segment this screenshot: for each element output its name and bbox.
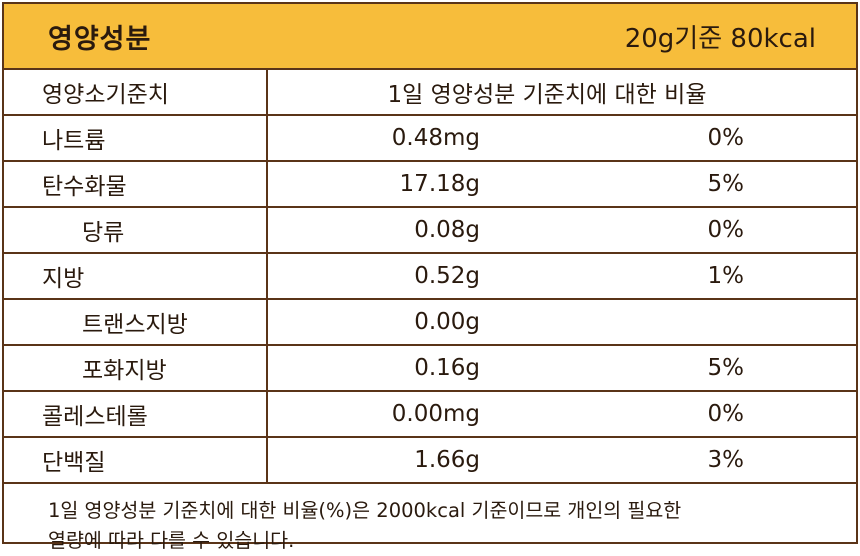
nutrient-amount: 0.52g	[414, 263, 480, 289]
nutrient-amount: 0.00g	[414, 309, 480, 335]
footnote: 1일 영양성분 기준치에 대한 비율(%)은 2000kcal 기준이므로 개인…	[4, 484, 856, 556]
table-row-sodium: 나트륨 0.48mg 0%	[4, 116, 856, 162]
table-row-sugars: 당류 0.08g 0%	[4, 208, 856, 254]
table-row-protein: 단백질 1.66g 3%	[4, 438, 856, 484]
column-header-nutrient: 영양소기준치	[4, 70, 268, 114]
table-row-carbohydrate: 탄수화물 17.18g 5%	[4, 162, 856, 208]
table-row-trans-fat: 트랜스지방 0.00g	[4, 300, 856, 346]
serving-info: 20g기준 80kcal	[624, 23, 816, 54]
nutrient-name: 콜레스테롤	[4, 392, 268, 436]
nutrient-name: 포화지방	[4, 346, 268, 390]
table-row-fat: 지방 0.52g 1%	[4, 254, 856, 300]
nutrient-percent: 1%	[707, 263, 745, 289]
table-row-saturated-fat: 포화지방 0.16g 5%	[4, 346, 856, 392]
nutrient-amount: 1.66g	[414, 447, 480, 473]
nutrition-title: 영양성분	[48, 23, 152, 55]
nutrient-percent: 0%	[707, 217, 745, 243]
footnote-line: 열량에 따라 다를 수 있습니다.	[48, 529, 295, 552]
nutrient-percent: 5%	[707, 171, 745, 197]
column-header-ratio: 1일 영양성분 기준치에 대한 비율	[387, 82, 707, 108]
nutrient-percent: 0%	[707, 125, 745, 151]
nutrient-name: 트랜스지방	[4, 300, 268, 344]
nutrient-percent: 0%	[707, 401, 745, 427]
table-row-cholesterol: 콜레스테롤 0.00mg 0%	[4, 392, 856, 438]
nutrient-name: 탄수화물	[4, 162, 268, 206]
footnote-line: 1일 영양성분 기준치에 대한 비율(%)은 2000kcal 기준이므로 개인…	[48, 499, 682, 522]
nutrient-percent: 3%	[707, 447, 745, 473]
nutrition-header: 영양성분 20g기준 80kcal	[4, 4, 856, 70]
nutrient-amount: 0.48mg	[391, 125, 480, 151]
nutrient-amount: 0.08g	[414, 217, 480, 243]
nutrient-amount: 0.00mg	[391, 401, 480, 427]
nutrient-amount: 17.18g	[399, 171, 480, 197]
nutrient-name: 지방	[4, 254, 268, 298]
table-header-row: 영양소기준치 1일 영양성분 기준치에 대한 비율	[4, 70, 856, 116]
nutrient-percent	[480, 300, 856, 344]
nutrient-name: 나트륨	[4, 116, 268, 160]
nutrient-name: 단백질	[4, 438, 268, 482]
nutrient-percent: 5%	[707, 355, 745, 381]
nutrient-name: 당류	[4, 208, 268, 252]
nutrient-amount: 0.16g	[414, 355, 480, 381]
